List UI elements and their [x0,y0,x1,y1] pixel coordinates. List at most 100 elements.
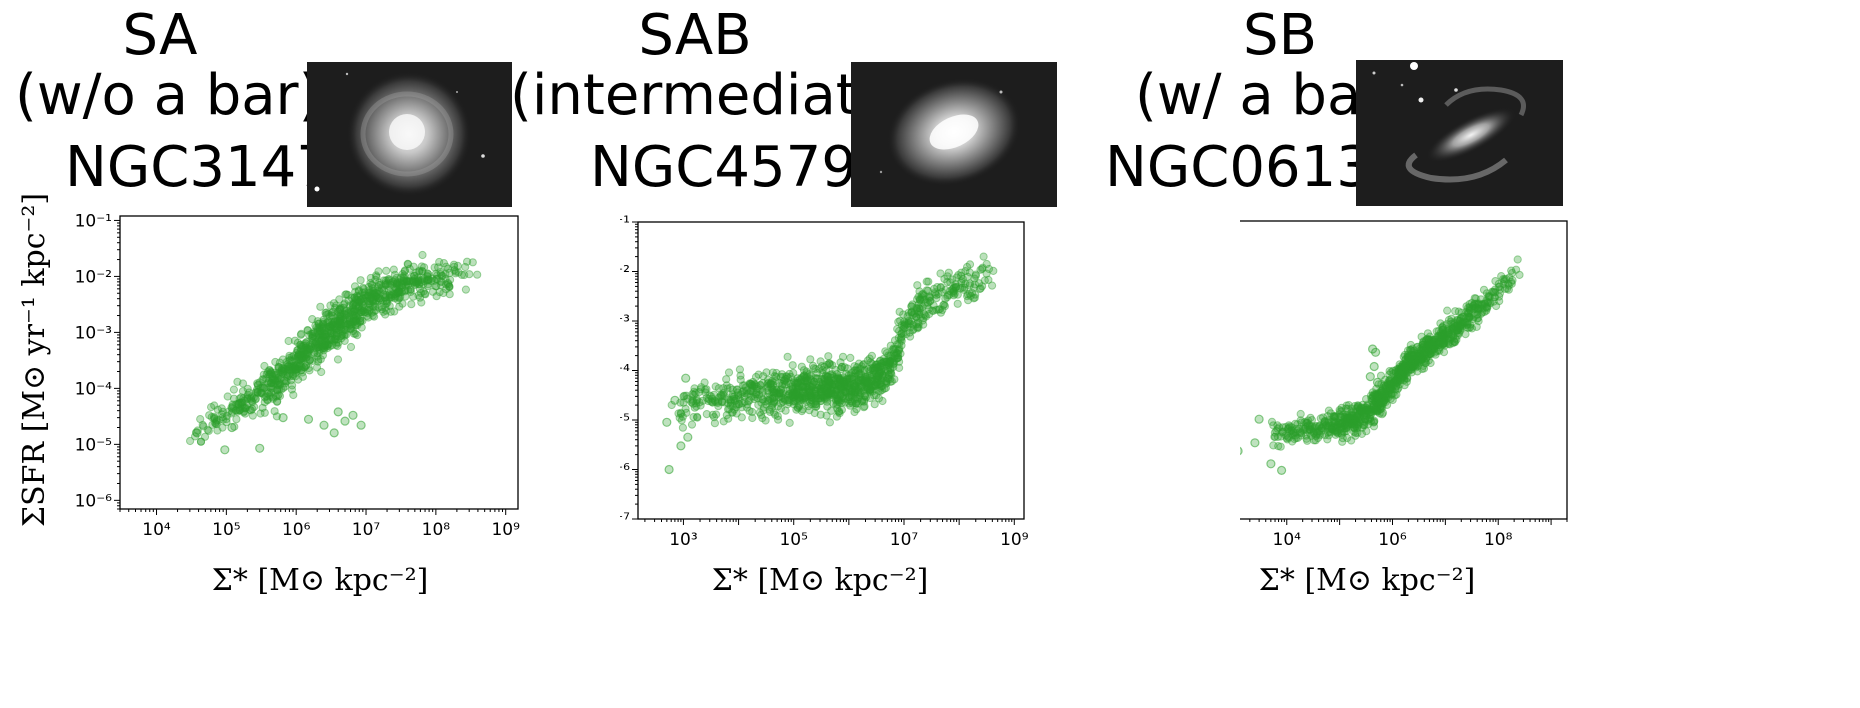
data-point [369,289,378,298]
data-point [234,400,243,409]
data-point [394,293,403,302]
data-point [320,340,329,349]
data-point [378,285,387,294]
data-point [978,282,987,291]
data-point [359,285,368,294]
outlier-point [356,420,366,430]
data-point [304,363,313,373]
data-point [957,277,966,286]
data-point [418,275,427,284]
data-point [336,317,345,326]
data-point [394,287,403,296]
data-point [351,306,360,315]
data-point [351,329,360,338]
data-point [758,379,767,388]
data-point [912,313,921,322]
data-point [759,372,768,381]
data-point [315,342,324,351]
data-point [872,391,881,400]
data-point [282,377,291,386]
data-point [239,403,248,412]
data-point [229,385,238,394]
data-point [777,392,786,401]
data-point [357,306,366,315]
data-point [243,394,252,403]
data-point [284,364,293,373]
data-point [1386,384,1396,393]
data-point [885,369,895,378]
data-point [322,332,331,341]
data-point [293,355,302,364]
data-point [428,274,437,283]
data-point [963,272,972,281]
data-point [1385,376,1394,385]
data-point [915,287,924,296]
data-point [419,280,428,289]
data-point [291,364,300,373]
data-point [870,380,880,389]
data-point [296,340,305,350]
data-point [320,343,329,352]
outlier-point [1371,347,1381,357]
data-point [833,396,842,405]
data-point [292,361,301,370]
data-point [764,397,773,406]
data-point [862,384,872,393]
data-point [224,407,233,416]
data-point [779,376,789,385]
data-point [713,398,722,408]
data-point [867,351,876,360]
data-point [807,399,816,409]
data-point [356,308,365,317]
panel-sb: SB (w/ a bar) NGC0613 10²10⁴10⁶10⁸10⁻⁵10… [1105,0,1860,708]
data-point [943,277,952,287]
data-point [374,267,383,276]
data-point [379,276,388,285]
data-point [349,301,358,310]
data-point [1437,333,1446,342]
data-point [308,356,317,365]
data-point [348,307,357,316]
data-point [345,314,354,323]
data-point [406,285,415,294]
data-point [286,376,296,385]
data-point [769,398,778,407]
data-point [737,413,746,422]
data-point [918,293,927,302]
data-point [392,273,401,282]
data-point [337,331,346,340]
data-point [313,349,322,358]
data-point [876,387,885,396]
data-point [896,335,905,344]
data-point [285,363,294,372]
data-point [970,293,979,302]
x-tick-label: 10⁸ [1484,530,1513,550]
data-point [346,318,355,327]
data-point [848,384,857,393]
data-point [300,363,309,372]
data-point [390,307,399,316]
data-point [288,352,297,361]
data-point [860,395,869,404]
data-point [856,373,865,382]
data-point [827,379,836,388]
data-point [360,308,369,317]
y-tick-label: 10⁻² [75,267,112,287]
data-point [762,400,771,409]
data-point [423,271,432,280]
data-point [341,310,350,319]
data-point [327,311,336,320]
data-point [287,356,296,366]
data-point [853,378,862,387]
bar-description: (w/o a bar) [15,63,321,128]
data-point [270,368,279,377]
data-point [319,319,328,328]
data-point [755,408,764,417]
data-point [442,262,451,271]
data-point [241,409,250,418]
data-point [322,319,331,328]
data-point [1470,294,1479,303]
data-point [789,388,798,397]
data-point [776,372,785,382]
data-point [700,378,709,387]
